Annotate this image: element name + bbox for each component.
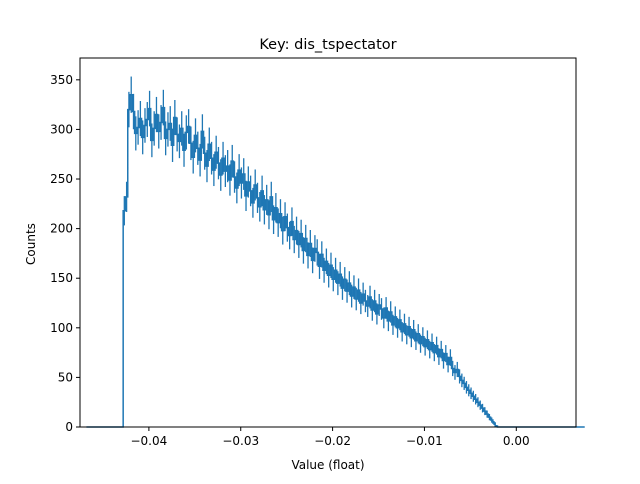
x-tick-label: −0.03 bbox=[222, 434, 259, 448]
y-tick-label: 0 bbox=[65, 420, 73, 434]
y-tick-label: 200 bbox=[50, 222, 73, 236]
y-tick-label: 50 bbox=[58, 370, 73, 384]
error-bars bbox=[123, 76, 497, 427]
x-tick-label: −0.01 bbox=[406, 434, 443, 448]
x-tick-label: −0.04 bbox=[130, 434, 167, 448]
y-tick-label: 300 bbox=[50, 122, 73, 136]
y-axis-ticks: 0 50 100 150 200 250 300 350 bbox=[50, 73, 80, 434]
y-tick-label: 250 bbox=[50, 172, 73, 186]
x-axis-ticks: −0.04 −0.03 −0.02 −0.01 0.00 bbox=[130, 427, 530, 448]
y-tick-label: 350 bbox=[50, 73, 73, 87]
x-tick-label: −0.02 bbox=[314, 434, 351, 448]
x-axis-label: Value (float) bbox=[291, 458, 364, 472]
chart-title: Key: dis_tspectator bbox=[259, 37, 396, 53]
x-tick-label: 0.00 bbox=[503, 434, 530, 448]
y-tick-label: 100 bbox=[50, 321, 73, 335]
y-axis-label: Counts bbox=[24, 223, 38, 265]
plot-frame bbox=[79, 57, 577, 428]
y-tick-label: 150 bbox=[50, 271, 73, 285]
